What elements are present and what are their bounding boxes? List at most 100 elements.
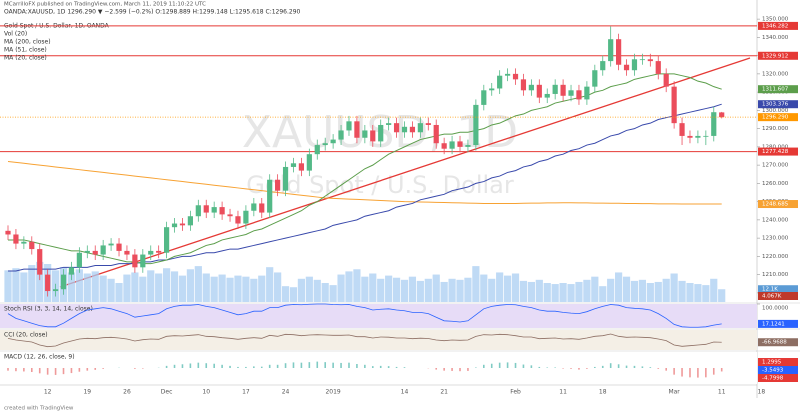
candle-body [282,166,289,191]
candle-body [235,216,241,224]
volume-bar [424,278,432,302]
candle-body [441,143,447,149]
volume-bar [123,274,131,302]
histogram-bar [181,364,184,368]
volume-bar [178,275,187,302]
volume-bar [361,276,369,302]
histogram-bar [601,365,604,368]
indicator-label-box [758,366,798,374]
histogram-bar [197,362,200,368]
volume-bar [20,272,28,302]
volume-bar [75,269,83,302]
indicator-label: 17.1241 [762,321,785,327]
candle-body [298,163,305,171]
histogram-bar [284,363,287,368]
y-tick-label: 1290.000 [762,126,789,132]
histogram-bar [490,363,493,368]
histogram-bar [229,365,231,368]
pane-band [0,330,757,350]
volume-bar [710,278,718,302]
histogram-bar [308,362,311,368]
legend-entry: MA (20, close) [4,55,47,62]
x-tick-label: 19 [83,389,91,396]
pane-band [0,304,757,328]
histogram-bar [253,366,255,368]
histogram-bar [538,366,541,368]
candle-body [124,250,130,255]
histogram-bar [38,368,41,374]
histogram-bar [435,368,438,370]
y-tick-label: 1340.000 [762,35,789,41]
volume-bar [607,278,615,302]
volume-bar [654,281,662,302]
volume-bar [28,265,36,302]
volume-bar [289,287,298,302]
volume-ma-label-box [758,292,798,300]
candle-body [703,135,709,137]
volume-bar [234,275,242,302]
histogram-bar [641,366,644,368]
y-tick-label: 1220.000 [762,254,789,260]
level-label: 1329.912 [762,53,788,59]
volume-bar [377,278,385,302]
histogram-bar [594,366,596,368]
candle-body [29,241,35,250]
y-tick-label: 1270.000 [762,163,789,169]
histogram-bar [498,362,501,368]
histogram-bar [467,368,469,371]
candle-body [84,250,90,253]
histogram-bar [189,363,192,368]
volume-label: 12.1K [762,287,778,293]
candle-body [267,179,273,213]
histogram-bar [665,368,667,371]
histogram-bar [221,364,223,368]
pane-tick-label: 100.0000 [762,306,789,312]
volume-bar [353,269,361,302]
pane-band [0,352,757,384]
candle-body [560,84,566,96]
indicator-line [7,333,722,348]
volume-bar [115,283,123,302]
volume-bar [218,274,226,302]
candle-body [401,126,408,133]
candle-body [148,250,154,255]
histogram-bar [260,366,263,368]
indicator-label-box [758,319,798,328]
histogram-bar [173,364,176,368]
histogram-bar [649,367,652,368]
candle-body [60,274,67,290]
volume-bar [400,279,409,302]
candle-body [195,205,201,217]
histogram-bar [562,368,564,369]
candle-body [68,267,75,275]
histogram-bar [506,362,509,368]
pane-legend: Stoch RSI (3, 3, 14, 14, close) [4,306,93,313]
histogram-bar [720,368,723,372]
y-tick-label: 1320.000 [762,71,789,77]
ma-line [8,103,722,272]
x-tick-label: 11 [559,389,567,396]
volume-bar [464,277,472,302]
histogram-bar [522,364,525,368]
volume-bar [67,272,76,302]
volume-bar [488,278,496,302]
candle-body [171,223,178,228]
volume-bar [107,278,115,302]
volume-bar [83,273,91,302]
volume-bar [408,276,417,302]
volume-bar [416,280,424,302]
candle-body [616,39,622,65]
indicator-line [7,303,722,328]
candle-body [520,79,527,91]
volume-bar [551,284,559,302]
volume-bar [266,267,274,302]
candle-body [116,243,122,251]
histogram-bar [578,368,580,370]
candle-body [631,59,638,71]
ma-label-box [758,85,798,94]
volume-bar [686,283,694,302]
x-tick-label: 24 [282,389,290,396]
volume-bar [385,275,393,302]
volume-bar [480,274,488,302]
